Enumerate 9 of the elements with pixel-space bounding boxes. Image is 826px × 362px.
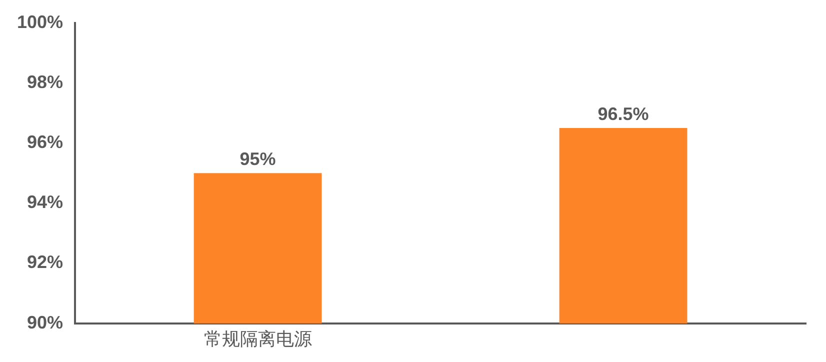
y-tick-label: 92% xyxy=(27,252,64,272)
x-tick-label: 常规隔离电源 xyxy=(204,329,312,350)
y-tick-label: 94% xyxy=(27,192,64,212)
y-tick-label: 90% xyxy=(27,312,64,332)
data-label: 96.5% xyxy=(598,104,649,124)
y-tick-label: 98% xyxy=(27,72,64,92)
data-label: 95% xyxy=(240,149,276,170)
y-tick-label: 96% xyxy=(27,132,64,152)
y-tick-label: 100% xyxy=(16,12,64,32)
